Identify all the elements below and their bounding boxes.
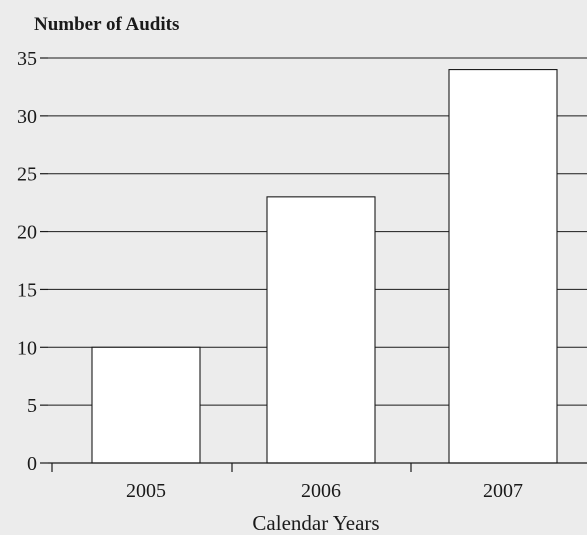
y-axis-title: Number of Audits xyxy=(34,14,179,35)
x-axis-title: Calendar Years xyxy=(252,511,379,535)
y-tick-label-0: 0 xyxy=(27,453,37,475)
axes xyxy=(40,57,587,472)
x-tick-label-2005: 2005 xyxy=(126,480,166,502)
bar-2006 xyxy=(266,196,376,464)
y-tick-label-15: 15 xyxy=(17,279,37,301)
y-tick-label-10: 10 xyxy=(17,337,37,359)
y-tick-label-35: 35 xyxy=(17,48,37,70)
x-tick-label-2007: 2007 xyxy=(483,480,523,502)
y-tick-label-30: 30 xyxy=(17,106,37,128)
bar-2007 xyxy=(448,69,558,464)
bar-2005 xyxy=(91,346,201,464)
y-tick-label-25: 25 xyxy=(17,164,37,186)
y-tick-label-5: 5 xyxy=(27,395,37,417)
y-tick-labels: 0 5 10 15 20 25 30 35 xyxy=(17,48,37,475)
x-tick-labels: 2005 2006 2007 xyxy=(126,480,523,502)
bars xyxy=(91,69,558,464)
y-tick-label-20: 20 xyxy=(17,222,37,244)
x-tick-label-2006: 2006 xyxy=(301,480,341,502)
